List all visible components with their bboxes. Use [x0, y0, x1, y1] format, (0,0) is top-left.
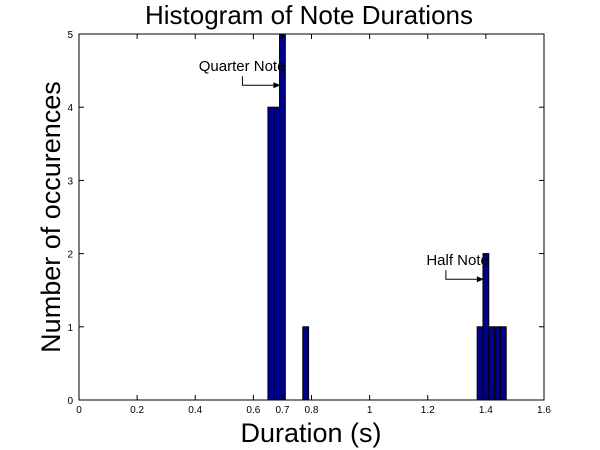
y-axis-ticks: 0 1 2 3 4 5: [67, 30, 544, 407]
x-tick-label: 1: [367, 405, 373, 416]
annotation-arrow-head: [476, 276, 484, 283]
histogram-bar-7: [494, 326, 501, 401]
x-tick-label: 0.8: [305, 405, 319, 416]
annotation-label-1: Half Note: [426, 252, 489, 269]
x-tick-label: 1.6: [537, 405, 551, 416]
y-tick-label: 2: [67, 250, 73, 261]
y-tick-label: 1: [67, 323, 73, 334]
annotations-group: Quarter Note Half Note: [199, 58, 489, 283]
x-tick-label: 0.7: [275, 405, 289, 416]
x-tick-label: 0.2: [130, 405, 144, 416]
chart-title: Histogram of Note Durations: [145, 0, 473, 30]
histogram-bar-3: [302, 326, 310, 401]
x-tick-label: 0: [76, 405, 82, 416]
y-axis-label: Number of occurences: [36, 81, 66, 353]
y-tick-label: 0: [67, 396, 73, 407]
histogram-bar-5: [482, 253, 490, 401]
annotation-label-0: Quarter Note: [199, 58, 286, 75]
histogram-bar-8: [499, 326, 507, 401]
x-tick-label: 1.2: [421, 405, 435, 416]
bars-group: [267, 33, 507, 401]
y-tick-label: 5: [67, 30, 73, 41]
histogram-bar-6: [488, 326, 496, 401]
x-tick-label: 0.4: [188, 405, 202, 416]
annotation-arrow-line: [241, 76, 276, 86]
histogram-bar-2: [279, 33, 286, 401]
y-tick-label: 3: [67, 176, 73, 187]
y-tick-label: 4: [67, 103, 73, 114]
histogram-bar-1: [273, 106, 281, 401]
annotation-arrow-line: [445, 270, 479, 280]
x-tick-label: 0.6: [246, 405, 260, 416]
plot-area-frame: [78, 33, 545, 401]
histogram-bar-0: [267, 106, 275, 401]
histogram-bar-4: [476, 326, 484, 401]
x-axis-label: Duration (s): [240, 418, 381, 448]
x-tick-label: 1.4: [479, 405, 493, 416]
x-axis-ticks: 0 0.2 0.4 0.6 0.7 0.8 1 1.2 1.4 1.6: [76, 34, 551, 416]
annotation-arrow-head: [273, 82, 281, 89]
